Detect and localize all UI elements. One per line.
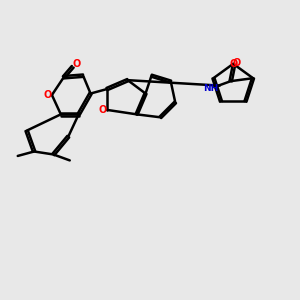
Text: O: O	[229, 59, 237, 69]
Text: NH: NH	[203, 84, 218, 93]
Text: O: O	[98, 105, 106, 115]
Text: O: O	[43, 90, 52, 100]
Text: O: O	[72, 59, 80, 69]
Text: O: O	[232, 58, 241, 68]
